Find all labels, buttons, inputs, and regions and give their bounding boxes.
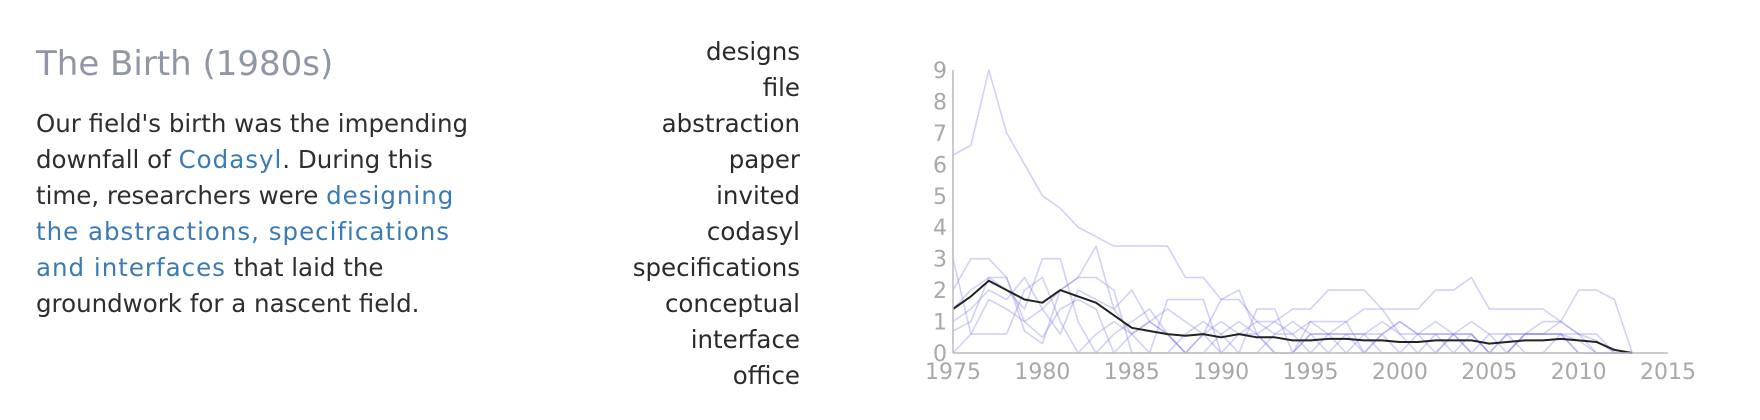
series-layer xyxy=(952,69,1634,354)
x-tick-label-2015: 2015 xyxy=(1640,360,1696,385)
x-tick-label-2005: 2005 xyxy=(1461,360,1517,385)
term-interface[interactable]: interface xyxy=(690,325,800,354)
y-tick-label-4: 4 xyxy=(933,216,947,241)
x-tick-label-1985: 1985 xyxy=(1104,360,1160,385)
x-tick-label-2010: 2010 xyxy=(1551,360,1607,385)
term-series-line-6 xyxy=(952,258,1633,354)
term-codasyl[interactable]: codasyl xyxy=(706,217,800,246)
y-tick-label-8: 8 xyxy=(933,90,947,115)
story-text-1: Our field's birth was the impending down… xyxy=(36,109,469,174)
story-text-2: . During this time, researchers were xyxy=(36,145,433,210)
y-tick-label-0: 0 xyxy=(933,342,947,367)
x-tick-label-1980: 1980 xyxy=(1014,360,1070,385)
term-series-line-7 xyxy=(952,276,1633,354)
term-specifications[interactable]: specifications xyxy=(632,253,800,282)
term-invited[interactable]: invited xyxy=(716,181,800,210)
story-panel: The Birth (1980s) Our field's birth was … xyxy=(36,44,476,322)
x-tick-label-1975: 1975 xyxy=(925,360,981,385)
term-series-line-3 xyxy=(952,276,1633,354)
term-series-line-1 xyxy=(952,69,1634,354)
y-tick-label-1: 1 xyxy=(933,311,947,336)
average-series-line xyxy=(952,279,1633,354)
y-tick-label-6: 6 xyxy=(933,153,947,178)
term-series-line-5 xyxy=(952,245,1633,354)
y-tick-label-2: 2 xyxy=(933,279,947,304)
x-tick-label-2000: 2000 xyxy=(1372,360,1428,385)
term-list: designs file abstraction paper invited c… xyxy=(633,34,800,394)
term-series-line-4 xyxy=(952,257,1633,354)
story-title: The Birth (1980s) xyxy=(36,44,334,84)
x-tick-label-1995: 1995 xyxy=(1283,360,1339,385)
term-abstraction[interactable]: abstraction xyxy=(661,109,800,138)
term-conceptual[interactable]: conceptual xyxy=(664,289,800,318)
story-text-3: that laid the groundwork for a nascent f… xyxy=(36,253,420,318)
story-paragraph: Our field's birth was the impending down… xyxy=(36,106,476,322)
term-file[interactable]: file xyxy=(762,73,800,102)
x-tick-label-1990: 1990 xyxy=(1193,360,1249,385)
designing-link[interactable]: designing the abstractions, specificatio… xyxy=(36,181,455,282)
y-tick-label-9: 9 xyxy=(933,59,947,84)
y-tick-label-5: 5 xyxy=(933,185,947,210)
y-tick-label-7: 7 xyxy=(933,122,947,147)
term-paper[interactable]: paper xyxy=(728,145,800,174)
tick-layer: 1975 1980 1985 1990 1995 2000 2005 2010 2015 0 1 2 3… xyxy=(925,59,1696,385)
y-tick-label-3: 3 xyxy=(933,248,947,273)
term-designs[interactable]: designs xyxy=(705,37,800,66)
term-office[interactable]: office xyxy=(732,361,800,390)
average-layer xyxy=(952,279,1633,354)
codasyl-link[interactable]: Codasyl xyxy=(178,145,283,174)
